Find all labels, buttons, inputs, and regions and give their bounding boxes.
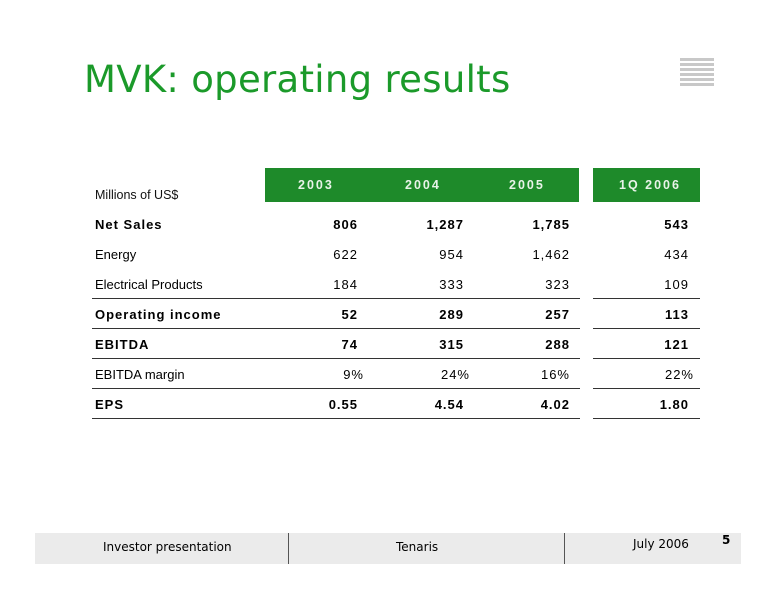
row-divider — [92, 298, 580, 299]
row-label: Operating income — [95, 307, 222, 322]
page-title: MVK: operating results — [84, 58, 511, 101]
cell-value: 1.80 — [659, 397, 689, 412]
units-label: Millions of US$ — [95, 188, 179, 202]
row-label: EPS — [95, 397, 125, 412]
cell-value: 257 — [545, 307, 570, 322]
cell-value: 1,462 — [532, 247, 570, 262]
row-divider — [92, 388, 580, 389]
row-divider — [92, 358, 580, 359]
footer-date: July 2006 — [633, 537, 689, 551]
cell-value: 16% — [540, 367, 570, 382]
row-divider — [593, 358, 700, 359]
table-header-quarter: 1Q 2006 — [593, 168, 700, 202]
row-divider — [92, 328, 580, 329]
table-row: EPS 0.55 4.54 4.02 1.80 — [92, 390, 700, 420]
cell-value: 9% — [343, 367, 364, 382]
row-divider — [593, 418, 700, 419]
footer-divider — [288, 533, 289, 564]
cell-value: 323 — [545, 277, 570, 292]
row-divider — [593, 388, 700, 389]
row-label: Energy — [95, 247, 137, 262]
cell-value: 622 — [333, 247, 358, 262]
page-number: 5 — [722, 533, 731, 547]
column-header-2004: 2004 — [405, 178, 441, 192]
cell-value: 288 — [545, 337, 570, 352]
table-row: Electrical Products 184 333 323 109 — [92, 270, 700, 300]
row-divider — [92, 418, 580, 419]
row-label: EBITDA — [95, 337, 150, 352]
cell-value: 52 — [341, 307, 358, 322]
column-header-2005: 2005 — [509, 178, 545, 192]
footer-divider — [564, 533, 565, 564]
row-label: EBITDA margin — [95, 367, 185, 382]
cell-value: 434 — [664, 247, 689, 262]
cell-value: 1,287 — [426, 217, 464, 232]
cell-value: 113 — [665, 307, 689, 322]
row-divider — [593, 328, 700, 329]
cell-value: 806 — [333, 217, 358, 232]
column-header-2003: 2003 — [298, 178, 334, 192]
cell-value: 289 — [439, 307, 464, 322]
footer-bar: Investor presentation Tenaris July 2006 — [35, 533, 741, 564]
cell-value: 4.02 — [540, 397, 570, 412]
row-label: Electrical Products — [95, 277, 203, 292]
cell-value: 109 — [664, 277, 689, 292]
table-row: EBITDA 74 315 288 121 — [92, 330, 700, 360]
footer-left-text: Investor presentation — [103, 540, 232, 554]
cell-value: 121 — [664, 337, 689, 352]
cell-value: 184 — [333, 277, 358, 292]
table-header-years: 2003 2004 2005 — [265, 168, 579, 202]
row-divider — [593, 298, 700, 299]
cell-value: 333 — [439, 277, 464, 292]
cell-value: 315 — [439, 337, 464, 352]
cell-value: 74 — [341, 337, 358, 352]
table-row: Net Sales 806 1,287 1,785 543 — [92, 210, 700, 240]
cell-value: 954 — [439, 247, 464, 262]
stripes-logo-icon — [680, 58, 714, 90]
cell-value: 543 — [664, 217, 689, 232]
table-row: EBITDA margin 9% 24% 16% 22% — [92, 360, 700, 390]
footer-center-text: Tenaris — [396, 540, 439, 554]
cell-value: 1,785 — [532, 217, 570, 232]
table-row: Operating income 52 289 257 113 — [92, 300, 700, 330]
cell-value: 0.55 — [328, 397, 358, 412]
table-row: Energy 622 954 1,462 434 — [92, 240, 700, 270]
cell-value: 24% — [440, 367, 470, 382]
row-label: Net Sales — [95, 217, 163, 232]
column-header-1q2006: 1Q 2006 — [619, 178, 681, 192]
cell-value: 4.54 — [434, 397, 464, 412]
cell-value: 22% — [664, 367, 694, 382]
